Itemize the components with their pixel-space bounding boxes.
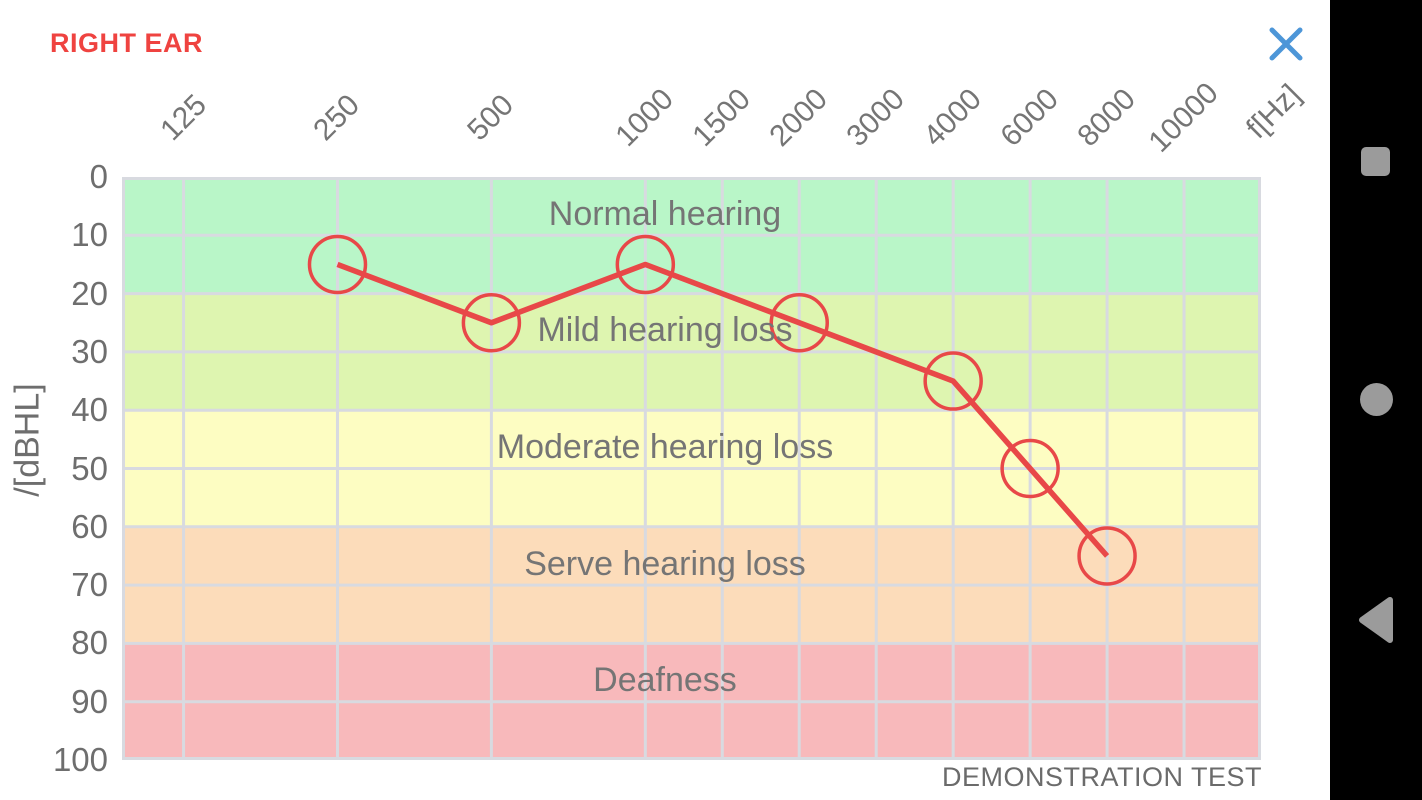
plot-svg [122,175,1261,762]
x-tick-10000: 10000 [1142,76,1225,159]
x-tick-2000: 2000 [763,82,835,153]
x-tick-125: 125 [153,88,213,148]
recents-square-icon [1361,147,1390,176]
data-point-250hz[interactable] [307,234,368,295]
x-tick-6000: 6000 [994,82,1066,153]
x-axis-unit-label: f[Hz] [1240,78,1308,146]
plot-border [122,177,1261,760]
close-button[interactable] [1266,24,1306,64]
home-button[interactable] [1330,368,1422,460]
audiogram-chart [122,175,1261,762]
x-tick-1500: 1500 [686,82,758,153]
data-point-1000hz[interactable] [615,234,676,295]
y-tick-80: 80 [71,624,108,662]
x-tick-3000: 3000 [840,82,912,153]
series-line-right-ear-thresholds [336,261,1110,558]
back-button[interactable] [1330,583,1422,675]
y-tick-10: 10 [71,216,108,254]
x-tick-4000: 4000 [917,82,989,153]
y-tick-20: 20 [71,274,108,312]
x-tick-250: 250 [307,88,367,148]
data-point-6000hz[interactable] [1000,438,1060,499]
x-tick-500: 500 [461,88,521,148]
y-tick-100: 100 [52,741,108,778]
back-triangle-icon [1359,597,1393,643]
data-point-500hz[interactable] [461,293,522,353]
x-tick-1000: 1000 [609,82,681,153]
audiogram-screen: RIGHT EAR /[dBHL] f[Hz] Normal hearing Mi… [8,24,1308,792]
home-circle-icon [1360,383,1393,416]
x-tick-8000: 8000 [1071,82,1142,153]
y-tick-90: 90 [71,682,108,720]
data-point-8000hz[interactable] [1077,526,1137,586]
y-tick-40: 40 [71,391,108,429]
y-tick-60: 60 [71,507,108,545]
android-nav-bar [1330,0,1422,800]
demo-watermark: DEMONSTRATION TEST [941,762,1262,792]
recents-button[interactable] [1330,132,1422,224]
page-title: RIGHT EAR [50,28,203,58]
data-point-2000hz[interactable] [769,293,829,353]
y-tick-0: 0 [89,158,108,195]
close-icon [1269,27,1303,61]
y-tick-70: 70 [71,566,108,604]
data-point-4000hz[interactable] [923,351,983,411]
y-tick-50: 50 [71,449,108,487]
y-tick-30: 30 [71,332,108,370]
